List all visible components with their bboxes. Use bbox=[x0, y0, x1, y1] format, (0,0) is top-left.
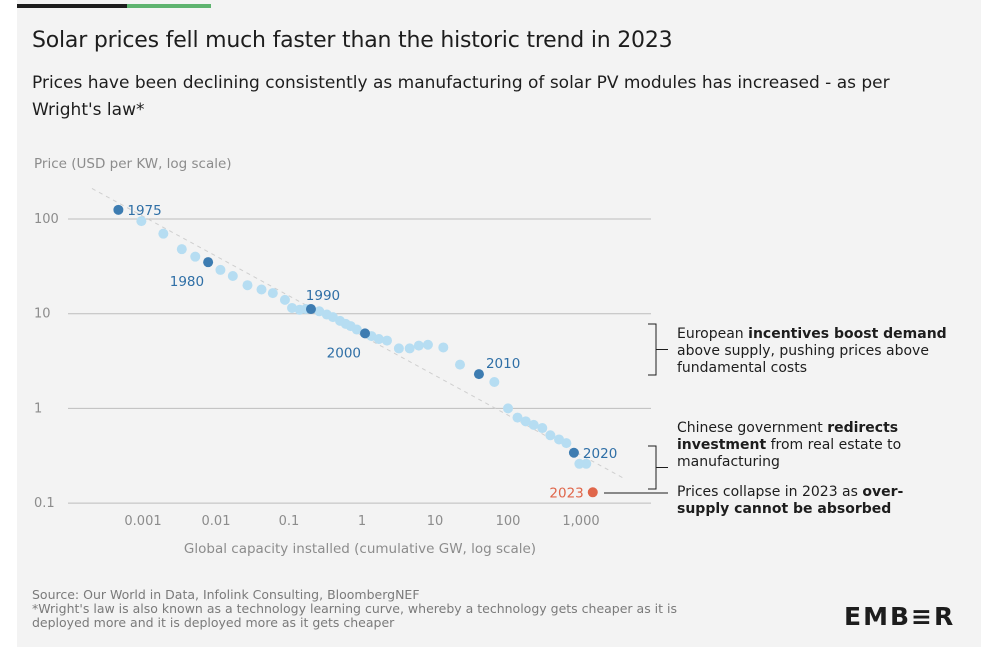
data-point bbox=[256, 284, 267, 295]
annotation-emphasis: redirects bbox=[827, 420, 899, 436]
data-point bbox=[381, 335, 392, 346]
annotation-text: from real estate to bbox=[766, 437, 902, 453]
data-point bbox=[454, 359, 465, 370]
data-point bbox=[373, 334, 384, 345]
y-tick-label: 10 bbox=[34, 307, 51, 322]
chart-title: Solar prices fell much faster than the h… bbox=[32, 28, 673, 53]
data-point-highlight bbox=[203, 257, 214, 268]
data-point bbox=[287, 302, 298, 313]
data-point bbox=[438, 342, 449, 353]
point-label-1980: 1980 bbox=[170, 274, 204, 290]
x-tick-label: 1 bbox=[358, 514, 366, 529]
data-point bbox=[351, 324, 362, 335]
accent-bar-green bbox=[127, 4, 211, 8]
accent-bar-dark bbox=[17, 4, 127, 8]
data-point bbox=[489, 377, 500, 388]
data-point bbox=[158, 228, 169, 239]
chart-card bbox=[17, 0, 981, 647]
annotation-emphasis: supply cannot be absorbed bbox=[677, 501, 892, 517]
chart-subtitle: Prices have been declining consistently … bbox=[32, 73, 890, 120]
annotation-text: Prices collapse in 2023 as bbox=[677, 484, 863, 500]
data-point bbox=[227, 271, 238, 282]
annotation-emphasis: over- bbox=[862, 484, 904, 500]
data-point bbox=[190, 251, 201, 262]
x-tick-label: 10 bbox=[427, 514, 444, 529]
footer-note-line1: *Wright's law is also known as a technol… bbox=[32, 601, 678, 616]
data-point-highlight bbox=[113, 204, 124, 215]
bracket-european bbox=[648, 323, 657, 376]
ember-logo: EMB≡R bbox=[844, 602, 956, 631]
data-point bbox=[242, 280, 253, 291]
data-point bbox=[422, 339, 433, 350]
data-point bbox=[314, 306, 325, 317]
data-point-highlight bbox=[473, 369, 484, 380]
annotation-chinese-government: Chinese government redirects investment … bbox=[677, 420, 901, 471]
data-point bbox=[136, 216, 147, 227]
y-tick-label: 1 bbox=[34, 401, 42, 416]
annotation-emphasis: incentives boost demand bbox=[748, 326, 947, 342]
x-tick-label: 100 bbox=[496, 514, 521, 529]
data-point bbox=[413, 340, 424, 351]
data-point bbox=[528, 419, 539, 430]
data-point bbox=[267, 288, 278, 299]
annotation-text: fundamental costs bbox=[677, 360, 808, 376]
data-point bbox=[537, 423, 548, 434]
footer-source: Source: Our World in Data, Infolink Cons… bbox=[32, 587, 420, 602]
data-point bbox=[520, 416, 531, 427]
data-point-highlight bbox=[568, 447, 579, 458]
point-label-2010: 2010 bbox=[486, 356, 520, 372]
data-point bbox=[574, 458, 585, 469]
y-tick-label: 100 bbox=[34, 212, 59, 227]
annotation-european-incentives: European incentives boost demand above s… bbox=[677, 326, 947, 377]
x-axis-title: Global capacity installed (cumulative GW… bbox=[184, 541, 536, 557]
data-point-highlight bbox=[305, 304, 316, 315]
annotation-emphasis: investment bbox=[677, 437, 767, 453]
x-tick-label: 0.01 bbox=[202, 514, 231, 529]
point-label-2023: 2023 bbox=[549, 485, 583, 501]
data-point-highlight bbox=[360, 328, 371, 339]
annotation-text: European bbox=[677, 326, 749, 342]
annotation-prices-collapse: Prices collapse in 2023 as over- supply … bbox=[677, 484, 903, 518]
data-point bbox=[404, 343, 415, 354]
data-point bbox=[279, 294, 290, 305]
point-label-2020: 2020 bbox=[583, 446, 617, 462]
y-axis-title: Price (USD per KW, log scale) bbox=[34, 156, 232, 172]
data-point bbox=[581, 458, 592, 469]
data-point bbox=[512, 412, 523, 423]
x-tick-label: 1,000 bbox=[562, 514, 599, 529]
x-tick-label: 0.001 bbox=[124, 514, 161, 529]
x-tick-label: 0.1 bbox=[279, 514, 300, 529]
point-label-1990: 1990 bbox=[306, 288, 340, 304]
point-label-1975: 1975 bbox=[127, 203, 161, 219]
data-point bbox=[176, 244, 187, 255]
data-point bbox=[561, 438, 572, 449]
annotation-text: manufacturing bbox=[677, 454, 780, 470]
data-point bbox=[503, 403, 513, 414]
y-tick-label: 0.1 bbox=[34, 496, 55, 511]
bracket-chinese bbox=[648, 445, 657, 490]
data-point-2023 bbox=[587, 487, 598, 498]
data-point bbox=[393, 343, 404, 354]
point-label-2000: 2000 bbox=[327, 345, 361, 361]
footer-note-line2: deployed more and it is deployed more as… bbox=[32, 615, 395, 630]
trend-line bbox=[91, 188, 626, 480]
data-point bbox=[215, 264, 226, 275]
annotation-text: above supply, pushing prices above bbox=[677, 343, 929, 359]
annotation-text: Chinese government bbox=[677, 420, 828, 436]
data-point bbox=[545, 430, 556, 441]
